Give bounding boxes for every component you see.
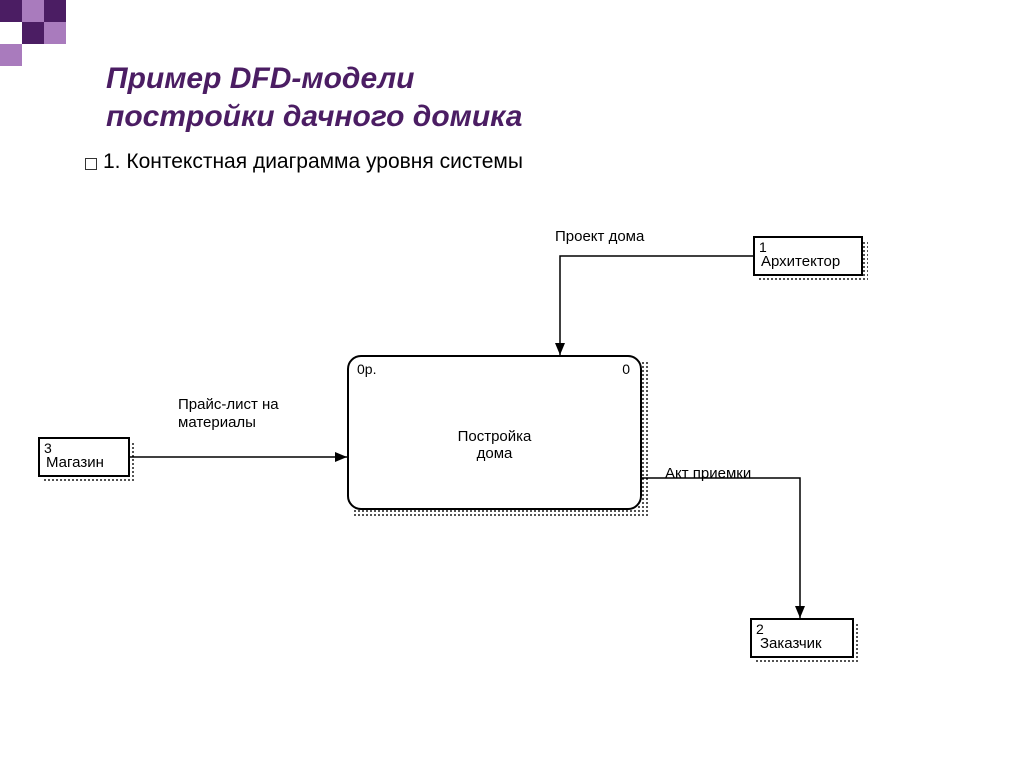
process-id-right: 0 <box>622 361 630 377</box>
flow-label-acceptance: Акт приемки <box>665 465 751 483</box>
box-face: 3 Магазин <box>38 437 130 477</box>
flow-label-pricelist-line1: Прайс-лист на <box>178 396 279 414</box>
entity-customer: 2 Заказчик <box>750 618 854 658</box>
process-id-left: 0р. <box>357 361 376 377</box>
process-box: 0р. 0 Постройка дома <box>347 355 642 510</box>
entity-label: Архитектор <box>761 253 857 270</box>
entity-label: Магазин <box>46 454 124 471</box>
entity-shop: 3 Магазин <box>38 437 130 477</box>
box-face: 2 Заказчик <box>750 618 854 658</box>
box-face: 1 Архитектор <box>753 236 863 276</box>
slide: Пример DFD-модели постройки дачного доми… <box>0 0 1024 767</box>
entity-architect: 1 Архитектор <box>753 236 863 276</box>
flow-label-pricelist-line2: материалы <box>178 414 279 432</box>
flow-label-pricelist: Прайс-лист на материалы <box>178 396 279 432</box>
flow-label-project: Проект дома <box>555 228 644 246</box>
process-label-line2: дома <box>349 445 640 462</box>
entity-label: Заказчик <box>760 635 848 652</box>
box-face: 0р. 0 Постройка дома <box>347 355 642 510</box>
process-label-line1: Постройка <box>349 428 640 445</box>
process-label: Постройка дома <box>349 428 640 462</box>
